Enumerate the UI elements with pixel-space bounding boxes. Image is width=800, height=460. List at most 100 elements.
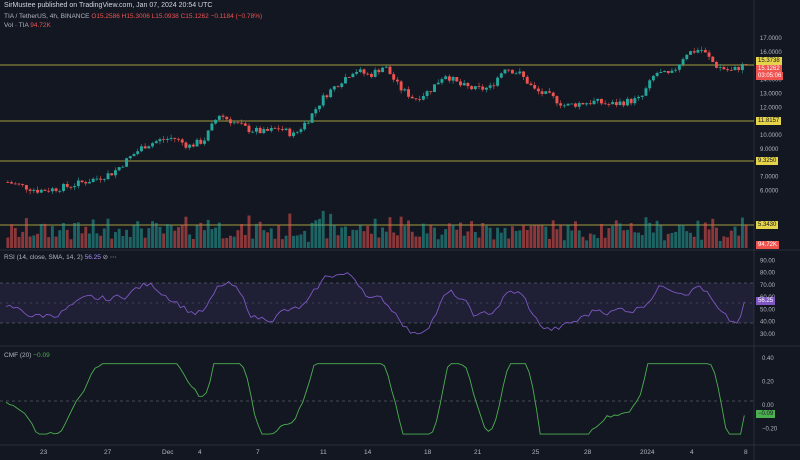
- candle-body[interactable]: [47, 190, 51, 192]
- candle-body[interactable]: [395, 79, 399, 82]
- candle-body[interactable]: [600, 98, 603, 104]
- candle-body[interactable]: [677, 64, 681, 70]
- candle-body[interactable]: [711, 56, 715, 62]
- candle-body[interactable]: [651, 75, 655, 81]
- cmf-legend[interactable]: CMF (20) −0.09: [4, 352, 50, 359]
- candle-body[interactable]: [50, 188, 54, 192]
- candle-body[interactable]: [332, 86, 336, 90]
- candle-body[interactable]: [692, 51, 696, 53]
- candle-body[interactable]: [566, 103, 570, 106]
- candle-body[interactable]: [496, 77, 500, 86]
- candle-body[interactable]: [177, 138, 180, 140]
- candle-body[interactable]: [744, 64, 748, 65]
- candle-body[interactable]: [470, 86, 474, 90]
- candle-body[interactable]: [318, 105, 321, 110]
- candle-body[interactable]: [585, 103, 589, 105]
- candle-body[interactable]: [477, 86, 481, 87]
- candle-body[interactable]: [436, 82, 440, 85]
- candle-body[interactable]: [280, 129, 284, 130]
- candle-body[interactable]: [173, 137, 177, 139]
- candle-body[interactable]: [637, 96, 641, 99]
- candle-body[interactable]: [377, 69, 381, 73]
- candle-body[interactable]: [373, 69, 377, 77]
- candle-body[interactable]: [562, 105, 566, 107]
- candle-body[interactable]: [295, 131, 299, 133]
- candle-body[interactable]: [206, 130, 210, 141]
- candle-body[interactable]: [303, 122, 307, 130]
- candlestick-series[interactable]: [6, 46, 748, 195]
- candle-body[interactable]: [277, 128, 281, 130]
- candle-body[interactable]: [217, 115, 221, 120]
- candle-body[interactable]: [58, 190, 62, 192]
- candle-body[interactable]: [622, 101, 626, 106]
- candle-body[interactable]: [325, 95, 329, 98]
- candle-body[interactable]: [236, 122, 240, 124]
- candle-body[interactable]: [6, 182, 10, 183]
- candle-body[interactable]: [510, 69, 514, 74]
- candle-body[interactable]: [696, 50, 700, 53]
- candle-body[interactable]: [180, 139, 184, 143]
- candle-body[interactable]: [132, 154, 136, 157]
- candle-body[interactable]: [425, 91, 429, 96]
- candle-body[interactable]: [666, 70, 670, 73]
- candle-body[interactable]: [39, 189, 43, 193]
- candle-body[interactable]: [655, 72, 659, 76]
- candle-body[interactable]: [321, 95, 325, 106]
- candle-body[interactable]: [254, 127, 258, 132]
- candle-body[interactable]: [43, 189, 47, 191]
- candle-body[interactable]: [633, 98, 637, 104]
- candle-body[interactable]: [484, 87, 488, 90]
- candle-body[interactable]: [533, 85, 537, 89]
- candle-body[interactable]: [24, 185, 28, 190]
- candle-body[interactable]: [91, 178, 95, 183]
- candle-body[interactable]: [588, 103, 592, 105]
- candle-body[interactable]: [84, 182, 88, 184]
- candle-body[interactable]: [184, 142, 188, 148]
- candle-body[interactable]: [522, 71, 525, 77]
- candle-body[interactable]: [299, 129, 303, 132]
- candle-body[interactable]: [347, 77, 351, 78]
- candle-body[interactable]: [247, 125, 251, 133]
- candle-body[interactable]: [117, 167, 121, 171]
- candle-body[interactable]: [32, 189, 36, 191]
- candle-body[interactable]: [110, 173, 114, 176]
- candle-body[interactable]: [314, 109, 318, 114]
- candle-body[interactable]: [507, 69, 511, 71]
- candle-body[interactable]: [262, 129, 266, 134]
- candle-body[interactable]: [548, 91, 551, 93]
- candle-body[interactable]: [618, 101, 622, 106]
- candle-body[interactable]: [243, 123, 247, 126]
- candle-body[interactable]: [221, 115, 225, 117]
- candle-body[interactable]: [258, 127, 262, 134]
- candle-body[interactable]: [203, 140, 206, 144]
- candle-body[interactable]: [362, 69, 366, 74]
- candle-body[interactable]: [95, 178, 99, 180]
- candle-body[interactable]: [240, 122, 244, 124]
- candle-body[interactable]: [455, 76, 459, 82]
- candle-body[interactable]: [540, 91, 544, 94]
- candle-body[interactable]: [659, 71, 663, 73]
- candle-body[interactable]: [80, 180, 84, 183]
- candle-body[interactable]: [433, 84, 436, 93]
- candle-body[interactable]: [284, 128, 288, 130]
- candle-body[interactable]: [113, 170, 117, 176]
- candle-body[interactable]: [214, 119, 218, 124]
- candle-body[interactable]: [62, 183, 65, 191]
- candle-body[interactable]: [614, 102, 618, 106]
- candle-body[interactable]: [10, 182, 14, 184]
- symbol-legend[interactable]: TIA / TetherUS, 4h, BINANCE O15.2586 H15…: [4, 13, 262, 20]
- candle-body[interactable]: [355, 71, 359, 74]
- candle-body[interactable]: [99, 178, 103, 180]
- candle-body[interactable]: [121, 166, 125, 168]
- candle-body[interactable]: [700, 49, 704, 51]
- candle-body[interactable]: [306, 122, 310, 124]
- candle-body[interactable]: [188, 144, 192, 148]
- candle-body[interactable]: [503, 69, 507, 74]
- candle-body[interactable]: [17, 183, 21, 185]
- candle-body[interactable]: [733, 67, 737, 71]
- candle-body[interactable]: [329, 89, 333, 98]
- candle-body[interactable]: [381, 67, 385, 73]
- candle-body[interactable]: [414, 98, 418, 100]
- candle-body[interactable]: [707, 52, 711, 57]
- candle-body[interactable]: [169, 137, 173, 139]
